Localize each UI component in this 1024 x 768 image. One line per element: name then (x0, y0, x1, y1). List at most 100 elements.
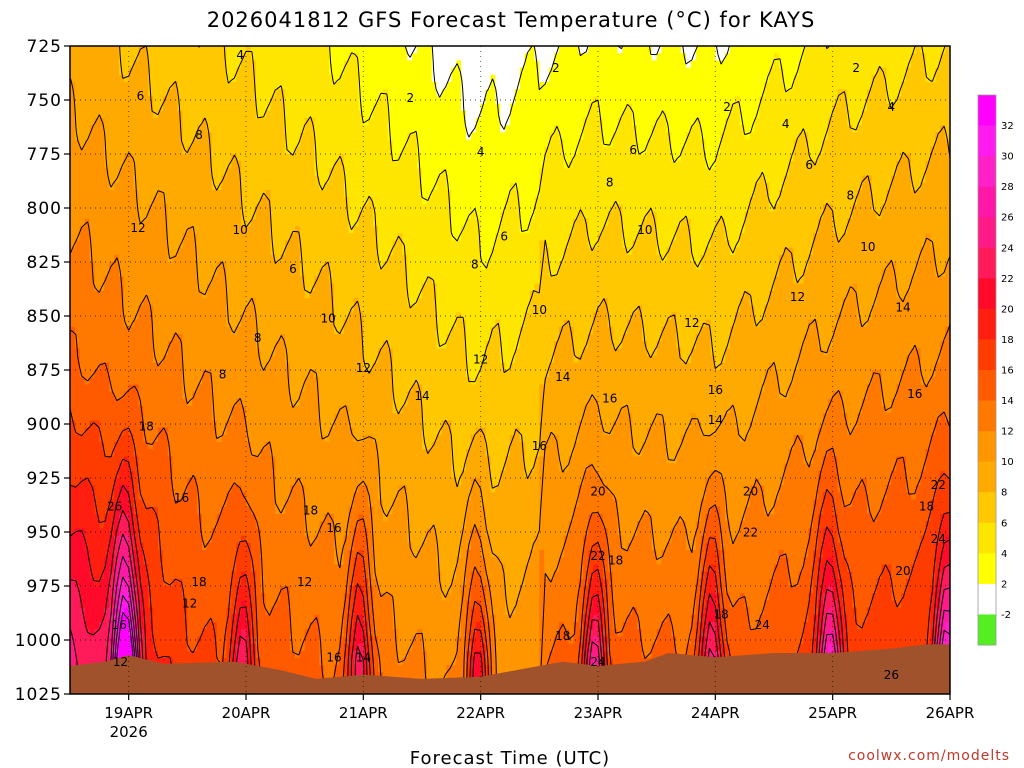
temperature-cell (104, 607, 110, 674)
temperature-cell (118, 485, 125, 515)
temperature-cell (226, 168, 233, 328)
temperature-cell (402, 146, 409, 256)
temperature-cell (172, 82, 179, 256)
temperature-cell (563, 247, 570, 321)
temperature-cell (700, 499, 707, 537)
credit-link[interactable]: coolwx.com/modelts (848, 748, 1010, 764)
temperature-cell (236, 398, 242, 486)
temperature-cell (774, 276, 780, 371)
temperature-cell (118, 614, 125, 694)
temperature-cell (549, 67, 555, 134)
temperature-cell (358, 550, 365, 587)
temperature-cell (749, 305, 756, 422)
y-tick-label: 925 (27, 469, 62, 489)
temperature-cell (378, 96, 384, 270)
temperature-cell (299, 132, 306, 278)
temperature-cell (187, 146, 193, 227)
temperature-cell (730, 326, 736, 407)
temperature-cell (632, 607, 638, 694)
temperature-cell (480, 506, 487, 558)
temperature-cell (290, 406, 296, 486)
temperature-cell (490, 492, 497, 558)
temperature-cell (510, 103, 516, 184)
temperature-cell (382, 593, 389, 694)
y-tick-label: 950 (27, 523, 62, 543)
temperature-cell (759, 175, 765, 321)
temperature-cell (730, 542, 736, 609)
temperature-cell (470, 658, 477, 694)
temperature-cell (769, 290, 775, 364)
temperature-cell (89, 377, 96, 422)
temperature-cell (739, 521, 746, 594)
temperature-cell (343, 535, 350, 594)
temperature-cell (876, 283, 883, 371)
temperature-cell (133, 456, 140, 515)
temperature-cell (529, 290, 536, 472)
temperature-cell (514, 190, 521, 350)
temperature-cell (495, 233, 501, 321)
temperature-cell (172, 46, 179, 83)
temperature-cell (578, 485, 585, 580)
temperature-cell (686, 427, 692, 551)
temperature-cell (871, 211, 878, 306)
temperature-cell (925, 384, 932, 450)
temperature-cell (842, 298, 849, 414)
temperature-cell (730, 254, 736, 328)
temperature-cell (651, 420, 658, 551)
temperature-cell (412, 557, 418, 638)
temperature-cell (602, 578, 609, 638)
temperature-cell (945, 262, 950, 328)
temperature-cell (558, 470, 565, 558)
temperature-cell (475, 218, 482, 378)
temperature-cell (167, 586, 174, 659)
temperature-cell (299, 276, 306, 393)
temperature-cell (118, 434, 125, 465)
contour-label: 8 (471, 257, 479, 271)
temperature-cell (539, 384, 545, 458)
temperature-cell (734, 427, 741, 537)
temperature-cell (646, 427, 653, 515)
temperature-cell (236, 542, 242, 587)
temperature-cell (891, 398, 897, 472)
temperature-cell (852, 46, 858, 134)
temperature-cell (857, 46, 863, 126)
temperature-cell (206, 622, 213, 694)
temperature-cell (705, 571, 712, 602)
temperature-cell (764, 370, 770, 515)
temperature-cell (118, 578, 125, 602)
temperature-cell (744, 46, 751, 141)
temperature-cell (862, 478, 868, 623)
temperature-cell (945, 607, 950, 623)
temperature-cell (304, 377, 311, 537)
temperature-cell (94, 290, 101, 371)
temperature-cell (876, 514, 883, 580)
temperature-cell (813, 161, 819, 234)
temperature-cell (783, 398, 790, 465)
colorbar-label: 16 (1001, 366, 1014, 377)
temperature-cell (358, 586, 365, 616)
temperature-cell (588, 514, 594, 551)
temperature-cell (392, 499, 399, 630)
temperature-cell (338, 46, 345, 76)
temperature-cell (744, 139, 751, 213)
temperature-cell (485, 341, 492, 458)
temperature-cell (299, 391, 306, 486)
temperature-cell (827, 492, 834, 530)
temperature-cell (89, 125, 96, 263)
temperature-cell (759, 96, 765, 177)
contour-label: 20 (743, 484, 758, 498)
temperature-cell (329, 514, 335, 688)
temperature-cell (143, 564, 149, 659)
temperature-cell (441, 600, 448, 681)
temperature-cell (265, 362, 272, 443)
x-tick-label: 26APR (926, 704, 975, 722)
temperature-cell (431, 46, 438, 83)
temperature-cell (857, 190, 863, 321)
temperature-cell (607, 326, 614, 436)
contour-label: 16 (907, 387, 922, 401)
contour-label: 18 (555, 629, 570, 643)
y-axis: 725 750 775 800 825 850 875 900 925 950 975 1000 102… (15, 37, 70, 705)
temperature-cell (822, 139, 829, 206)
temperature-cell (280, 254, 286, 335)
temperature-cell (519, 442, 526, 587)
